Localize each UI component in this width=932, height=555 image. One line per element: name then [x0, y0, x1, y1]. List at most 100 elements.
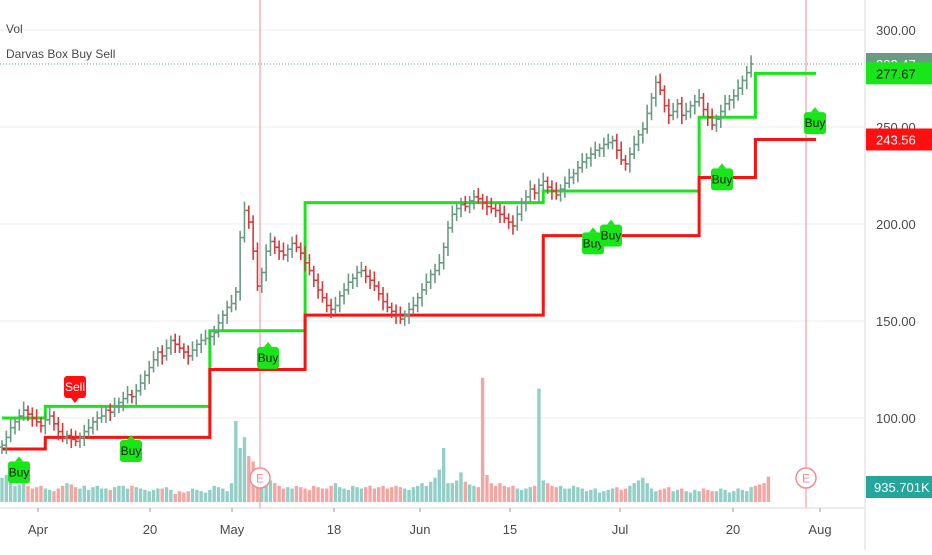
ohlc-bar	[636, 129, 641, 152]
ohlc-bar	[406, 302, 412, 324]
ohlc-bar	[385, 292, 390, 313]
ohlc-bar	[99, 407, 104, 423]
volume-bar	[714, 491, 719, 502]
ohlc-bar	[562, 176, 568, 198]
volume-bar	[545, 483, 550, 502]
volume-bar	[454, 480, 459, 502]
volume-bar	[710, 491, 714, 502]
volume-bar	[112, 487, 117, 502]
ohlc-bar	[363, 265, 368, 284]
volume-bar	[377, 487, 381, 502]
volume-bar	[385, 488, 390, 502]
volume-bar	[212, 485, 216, 502]
volume-bar	[684, 491, 688, 502]
ohlc-bar	[476, 188, 481, 204]
volume-bar	[671, 491, 675, 502]
ohlc-bar	[744, 65, 749, 90]
volume-bar	[675, 489, 680, 502]
ohlc-bar	[480, 193, 485, 210]
ohlc-bar	[727, 94, 732, 111]
ohlc-bar	[30, 407, 35, 427]
legend-indicator[interactable]: Darvas Box Buy Sell	[6, 47, 116, 61]
ohlc-bar	[229, 294, 234, 313]
volume-bar	[680, 488, 684, 502]
ohlc-bar	[216, 314, 221, 338]
ohlc-bar	[696, 89, 702, 107]
signal-label: Buy	[121, 444, 142, 458]
volume-bar	[151, 489, 156, 502]
volume-bar	[108, 489, 112, 502]
ohlc-bar	[173, 333, 178, 354]
volume-bar	[359, 488, 364, 502]
ohlc-bar	[588, 147, 594, 167]
x-tick-label: 20	[143, 522, 157, 537]
volume-bar	[177, 491, 182, 502]
volume-bar	[641, 477, 645, 502]
volume-bar	[515, 488, 519, 502]
buy-signal: Buy	[120, 434, 142, 462]
volume-bar	[589, 489, 593, 502]
volume-bar	[719, 488, 723, 502]
ohlc-bar	[644, 104, 650, 134]
ohlc-bar	[740, 75, 745, 95]
volume-bar	[571, 485, 576, 502]
ohlc-bar	[701, 93, 706, 117]
ohlc-bar	[748, 55, 754, 78]
volume-bar	[740, 489, 745, 502]
ohlc-bar	[519, 197, 524, 222]
volume-bar	[732, 491, 736, 502]
volume-bar	[697, 491, 701, 502]
ohlc-bar	[506, 213, 511, 229]
ohlc-bar	[294, 234, 299, 253]
ohlc-bar	[203, 329, 208, 346]
price-badge-label: 277.67	[876, 66, 916, 81]
legend-volume[interactable]: Vol	[6, 22, 23, 36]
ohlc-bar	[125, 385, 130, 404]
volume-bar	[411, 487, 416, 502]
volume-bar	[225, 491, 229, 502]
volume-bar	[597, 492, 602, 502]
volume-bar	[229, 483, 234, 502]
volume-bar	[420, 483, 424, 502]
volume-bar	[368, 485, 372, 502]
ohlc-bar	[151, 351, 156, 373]
volume-bar	[143, 489, 147, 502]
ohlc-bar	[415, 292, 420, 313]
ohlc-bar	[649, 93, 654, 121]
volume-bar	[706, 489, 710, 502]
ohlc-bar	[497, 203, 503, 224]
volume-bar	[567, 488, 571, 502]
ohlc-bar	[670, 102, 676, 121]
volume-bar	[351, 485, 355, 502]
volume-bar	[619, 489, 623, 502]
ohlc-bar	[315, 273, 321, 299]
volume-bar	[485, 475, 489, 502]
volume-bar	[450, 483, 455, 502]
price-badge: 277.67	[866, 62, 932, 85]
volume-bar	[264, 477, 268, 502]
volume-bar	[658, 489, 662, 502]
volume-bar	[480, 377, 485, 502]
volume-bar	[446, 483, 450, 502]
volume-bar	[433, 477, 437, 502]
volume-bar	[390, 487, 394, 502]
earnings-label: E	[256, 472, 264, 486]
ohlc-bar	[25, 405, 31, 421]
volume-bar	[394, 485, 398, 502]
ohlc-bar	[272, 236, 277, 255]
ohlc-bar	[21, 401, 26, 421]
ohlc-bar	[549, 180, 555, 200]
volume-bar	[537, 388, 541, 502]
volume-bar	[125, 488, 130, 502]
volume-bar	[78, 488, 82, 502]
volume-bar	[541, 480, 545, 502]
volume-bar	[645, 483, 649, 502]
ohlc-bar	[450, 205, 455, 233]
ohlc-bar	[597, 143, 602, 158]
ohlc-bar	[484, 195, 490, 216]
volume-bar	[506, 487, 511, 502]
volume-bar	[615, 487, 619, 502]
ohlc-bar	[554, 182, 559, 200]
